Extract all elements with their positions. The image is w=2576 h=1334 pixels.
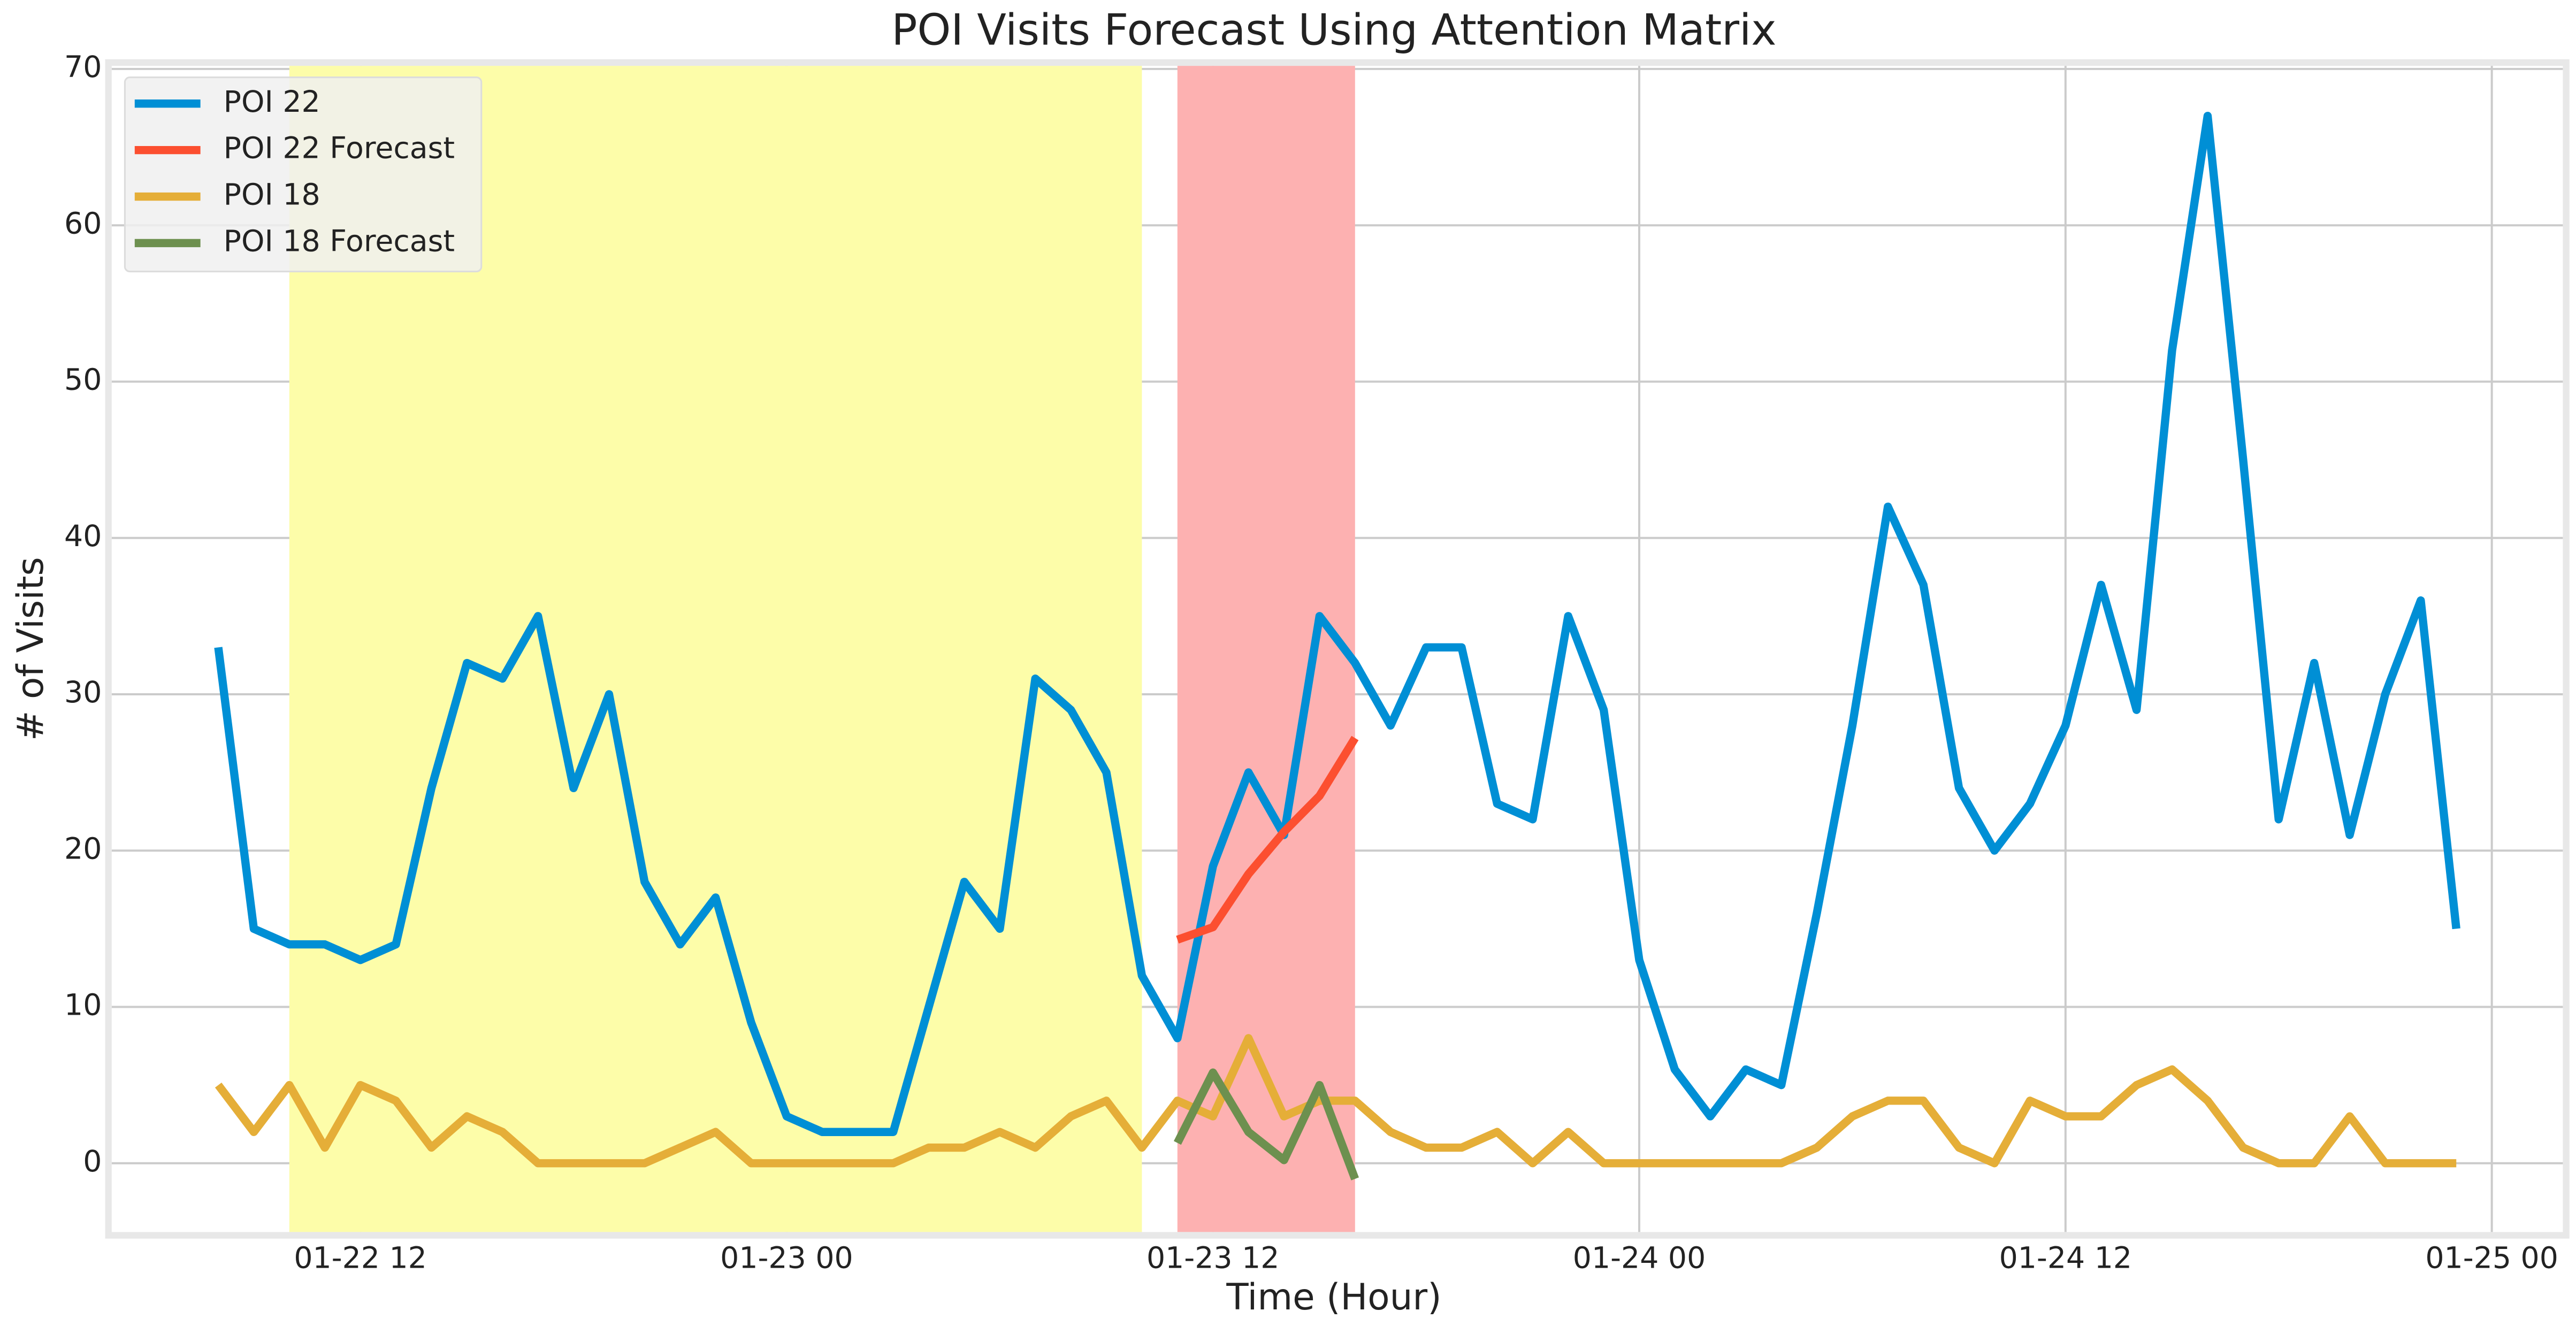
- x-tick-label: 01-24 12: [1999, 1241, 2132, 1276]
- series-line: [1176, 735, 1359, 944]
- y-tick-label: 30: [64, 676, 102, 710]
- plot-frame: [105, 59, 2570, 1239]
- y-tick-label: 10: [64, 988, 102, 1023]
- legend-label: POI 22 Forecast: [224, 132, 455, 166]
- highlight-span: [1177, 66, 1355, 1232]
- series-line: [215, 1034, 2457, 1168]
- spans: [289, 66, 1355, 1232]
- y-tick-label: 40: [64, 519, 102, 554]
- lines: [214, 111, 2460, 1180]
- y-tick-label: 20: [64, 832, 102, 866]
- legend-label: POI 18: [224, 178, 320, 212]
- series-line: [214, 111, 2460, 1136]
- legend-box: [124, 76, 483, 273]
- x-axis-label: Time (Hour): [1226, 1276, 1441, 1318]
- y-tick-label: 0: [83, 1145, 102, 1179]
- legend-label: POI 18 Forecast: [224, 225, 455, 259]
- y-tick-label: 60: [64, 206, 102, 241]
- y-axis-label: # of Visits: [9, 557, 51, 741]
- x-tick-label: 01-25 00: [2425, 1241, 2558, 1276]
- y-tick-label: 70: [64, 50, 102, 85]
- legend-label: POI 22: [224, 85, 320, 119]
- x-tick-label: 01-23 00: [720, 1241, 853, 1276]
- x-tick-label: 01-24 00: [1573, 1241, 1706, 1276]
- y-tick-label: 50: [64, 363, 102, 397]
- x-tick-label: 01-22 12: [294, 1241, 426, 1276]
- legend: POI 22 POI 22 Forecast POI 18 POI 18 Foreca…: [124, 76, 483, 273]
- series-line: [1173, 1068, 1359, 1180]
- chart-title: POI Visits Forecast Using Attention Matr…: [891, 5, 1776, 55]
- x-tick-label: 01-23 12: [1146, 1241, 1279, 1276]
